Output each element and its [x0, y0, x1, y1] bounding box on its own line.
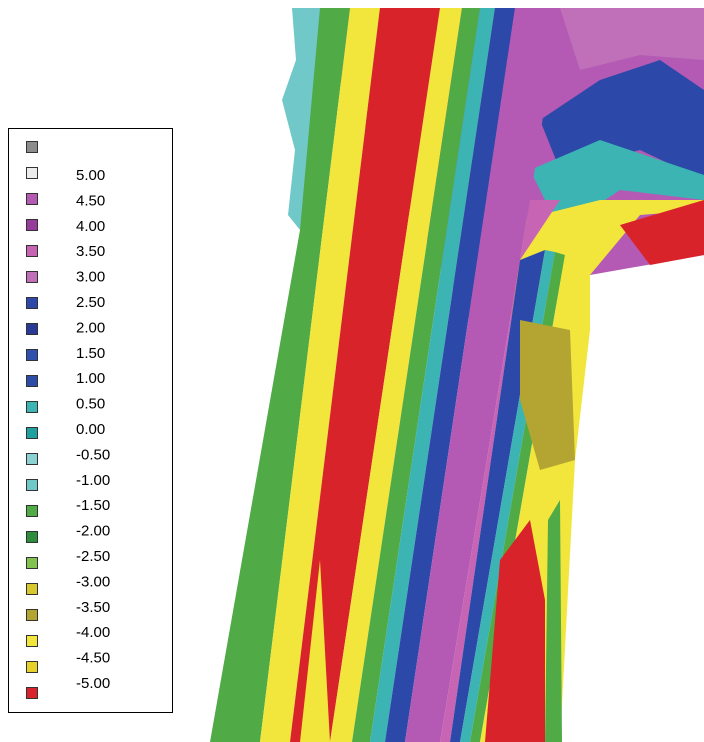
contour-region: [620, 200, 704, 265]
legend-label: 0.50: [76, 396, 105, 413]
legend-label: 3.50: [76, 243, 105, 260]
legend-label: -2.50: [76, 548, 110, 565]
legend-label: 5.00: [76, 167, 105, 184]
contour-region: [260, 8, 380, 742]
contour-region: [370, 8, 495, 742]
legend-swatch: [26, 583, 38, 595]
contour-region: [352, 8, 480, 742]
legend-swatch: [26, 531, 38, 543]
legend-swatch: [26, 401, 38, 413]
legend-label: 3.00: [76, 269, 105, 286]
legend-swatch: [26, 661, 38, 673]
legend-swatch: [26, 219, 38, 231]
contour-region: [330, 8, 462, 742]
legend-label: 4.50: [76, 192, 105, 209]
legend-swatch: [26, 557, 38, 569]
contour-region: [440, 200, 560, 742]
legend-swatch: [26, 349, 38, 361]
legend-label: 1.50: [76, 345, 105, 362]
legend-swatch: [26, 635, 38, 647]
legend-swatch: [26, 141, 38, 153]
contour-region: [300, 560, 330, 742]
legend-label: -1.00: [76, 472, 110, 489]
legend-label: 2.00: [76, 319, 105, 336]
legend-swatch: [26, 245, 38, 257]
legend-label: 1.00: [76, 370, 105, 387]
legend-swatch: [26, 453, 38, 465]
legend-swatch: [26, 297, 38, 309]
contour-region: [520, 320, 575, 470]
contour-region: [405, 8, 560, 742]
contour-region: [290, 8, 440, 742]
legend-swatch: [26, 687, 38, 699]
legend-swatch: [26, 193, 38, 205]
legend-label: -5.00: [76, 675, 110, 692]
legend-label: 4.00: [76, 218, 105, 235]
legend-label: -0.50: [76, 446, 110, 463]
legend-items: 5.00 4.50 4.00 3.50 3.00 2.50 2.00 1.50 1.00 0.50…: [26, 141, 110, 699]
legend-label: -4.50: [76, 650, 110, 667]
legend-label: -1.50: [76, 497, 110, 514]
legend-label: -3.00: [76, 573, 110, 590]
contour-map: [210, 8, 704, 742]
legend-swatch: [26, 427, 38, 439]
legend-swatch: [26, 323, 38, 335]
legend-label: -4.00: [76, 624, 110, 641]
contour-region: [385, 8, 515, 742]
legend-swatch: [26, 609, 38, 621]
legend-swatch: [26, 479, 38, 491]
legend-swatch: [26, 505, 38, 517]
legend-label: 2.50: [76, 294, 105, 311]
contour-region: [485, 520, 545, 742]
legend: 5.00 4.50 4.00 3.50 3.00 2.50 2.00 1.50 1.00 0.50…: [8, 128, 173, 713]
legend-swatch: [26, 271, 38, 283]
legend-label: -3.50: [76, 599, 110, 616]
contour-region: [210, 8, 350, 742]
legend-label: 0.00: [76, 421, 105, 438]
legend-swatch: [26, 375, 38, 387]
legend-label: -2.00: [76, 523, 110, 540]
contour-region: [560, 8, 704, 70]
contour-region: [545, 500, 562, 742]
legend-swatch: [26, 167, 38, 179]
